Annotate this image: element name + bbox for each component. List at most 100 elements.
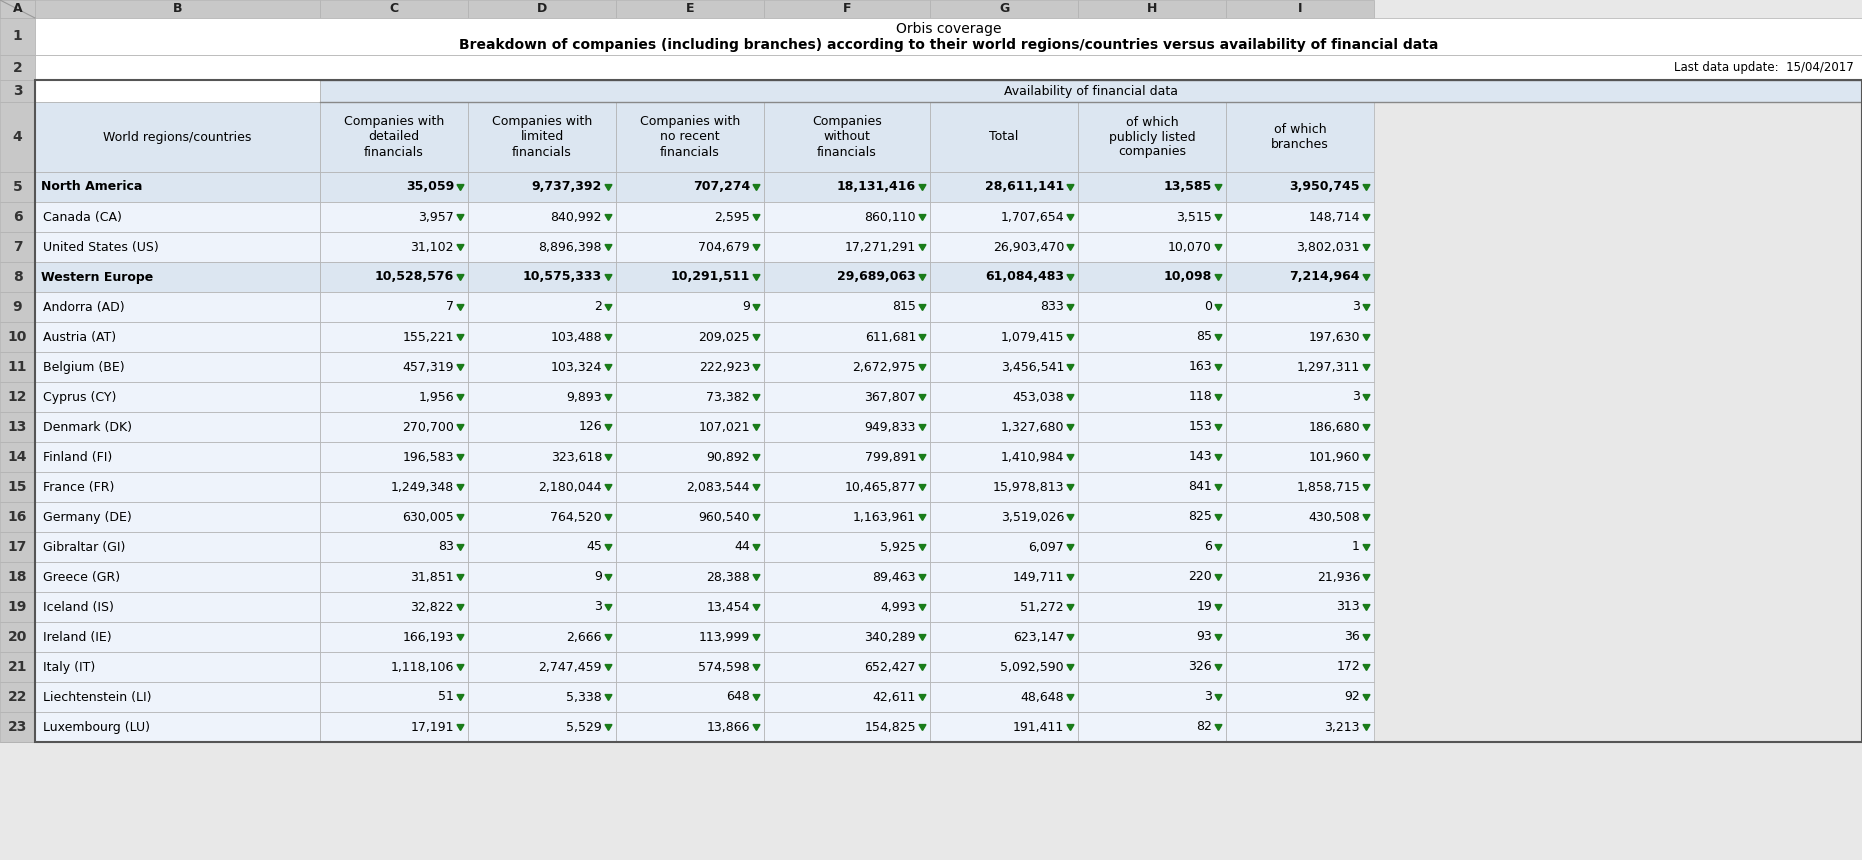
Text: 430,508: 430,508 xyxy=(1309,511,1359,524)
Text: 172: 172 xyxy=(1337,660,1359,673)
Bar xyxy=(467,352,616,382)
Bar xyxy=(320,682,467,712)
Bar xyxy=(763,172,929,202)
Bar xyxy=(763,292,929,322)
Text: 36: 36 xyxy=(1344,630,1359,643)
Bar xyxy=(0,102,35,172)
Bar xyxy=(929,172,1078,202)
Bar xyxy=(320,172,467,202)
Text: 574,598: 574,598 xyxy=(698,660,750,673)
Bar xyxy=(1078,442,1225,472)
Bar xyxy=(1225,682,1374,712)
Text: 2,672,975: 2,672,975 xyxy=(853,360,916,373)
Polygon shape xyxy=(1216,335,1221,341)
Bar xyxy=(616,502,763,532)
Text: 163: 163 xyxy=(1188,360,1212,373)
Polygon shape xyxy=(456,214,464,220)
Polygon shape xyxy=(1216,695,1221,701)
Text: France (FR): France (FR) xyxy=(43,481,114,494)
Text: A: A xyxy=(13,3,22,15)
Text: of which
branches: of which branches xyxy=(1272,123,1329,151)
Polygon shape xyxy=(456,455,464,460)
Bar xyxy=(1225,712,1374,742)
Bar xyxy=(1225,102,1374,172)
Text: 1,118,106: 1,118,106 xyxy=(391,660,454,673)
Polygon shape xyxy=(920,544,925,550)
Bar xyxy=(929,0,1078,18)
Text: 5: 5 xyxy=(13,180,22,194)
Bar xyxy=(0,382,35,412)
Polygon shape xyxy=(920,395,925,401)
Polygon shape xyxy=(1363,455,1370,460)
Bar xyxy=(1225,232,1374,262)
Text: 1,163,961: 1,163,961 xyxy=(853,511,916,524)
Bar xyxy=(467,232,616,262)
Bar xyxy=(35,532,320,562)
Text: 197,630: 197,630 xyxy=(1309,330,1359,343)
Text: 3,515: 3,515 xyxy=(1177,211,1212,224)
Bar xyxy=(1078,232,1225,262)
Text: 154,825: 154,825 xyxy=(864,721,916,734)
Bar xyxy=(0,172,35,202)
Text: Finland (FI): Finland (FI) xyxy=(43,451,112,464)
Polygon shape xyxy=(920,335,925,341)
Bar xyxy=(763,0,929,18)
Polygon shape xyxy=(456,304,464,310)
Text: Austria (AT): Austria (AT) xyxy=(43,330,115,343)
Bar xyxy=(0,18,35,55)
Text: Last data update:  15/04/2017: Last data update: 15/04/2017 xyxy=(1674,61,1855,74)
Text: 166,193: 166,193 xyxy=(402,630,454,643)
Polygon shape xyxy=(1067,244,1074,250)
Text: B: B xyxy=(173,3,182,15)
Polygon shape xyxy=(1216,724,1221,730)
Bar xyxy=(320,562,467,592)
Text: 126: 126 xyxy=(579,421,601,433)
Polygon shape xyxy=(920,484,925,490)
Bar xyxy=(0,202,35,232)
Text: 107,021: 107,021 xyxy=(698,421,750,433)
Text: United States (US): United States (US) xyxy=(43,241,158,254)
Text: 3: 3 xyxy=(1205,691,1212,703)
Polygon shape xyxy=(456,484,464,490)
Bar xyxy=(616,592,763,622)
Bar xyxy=(467,592,616,622)
Text: 8: 8 xyxy=(13,270,22,284)
Bar xyxy=(1078,682,1225,712)
Text: 89,463: 89,463 xyxy=(873,570,916,583)
Text: 1: 1 xyxy=(1352,540,1359,554)
Polygon shape xyxy=(920,635,925,641)
Text: North America: North America xyxy=(41,181,142,194)
Text: 186,680: 186,680 xyxy=(1309,421,1359,433)
Bar xyxy=(0,80,35,102)
Bar xyxy=(1078,502,1225,532)
Text: 960,540: 960,540 xyxy=(698,511,750,524)
Text: Denmark (DK): Denmark (DK) xyxy=(43,421,132,433)
Bar xyxy=(616,472,763,502)
Bar xyxy=(763,622,929,652)
Text: 3,802,031: 3,802,031 xyxy=(1296,241,1359,254)
Polygon shape xyxy=(752,544,760,550)
Bar xyxy=(35,102,320,172)
Polygon shape xyxy=(605,185,613,191)
Bar xyxy=(0,532,35,562)
Bar xyxy=(1078,532,1225,562)
Polygon shape xyxy=(1067,484,1074,490)
Text: 113,999: 113,999 xyxy=(698,630,750,643)
Polygon shape xyxy=(605,455,613,460)
Bar xyxy=(929,262,1078,292)
Text: 453,038: 453,038 xyxy=(1013,390,1063,403)
Polygon shape xyxy=(752,484,760,490)
Text: 73,382: 73,382 xyxy=(706,390,750,403)
Bar xyxy=(320,80,1862,102)
Text: 9,893: 9,893 xyxy=(566,390,601,403)
Bar xyxy=(320,232,467,262)
Bar xyxy=(616,232,763,262)
Text: 10,070: 10,070 xyxy=(1167,241,1212,254)
Bar xyxy=(1078,622,1225,652)
Text: 630,005: 630,005 xyxy=(402,511,454,524)
Bar xyxy=(35,80,320,102)
Text: 3,519,026: 3,519,026 xyxy=(1000,511,1063,524)
Text: 28,611,141: 28,611,141 xyxy=(985,181,1063,194)
Text: 5,925: 5,925 xyxy=(881,540,916,554)
Polygon shape xyxy=(920,665,925,671)
